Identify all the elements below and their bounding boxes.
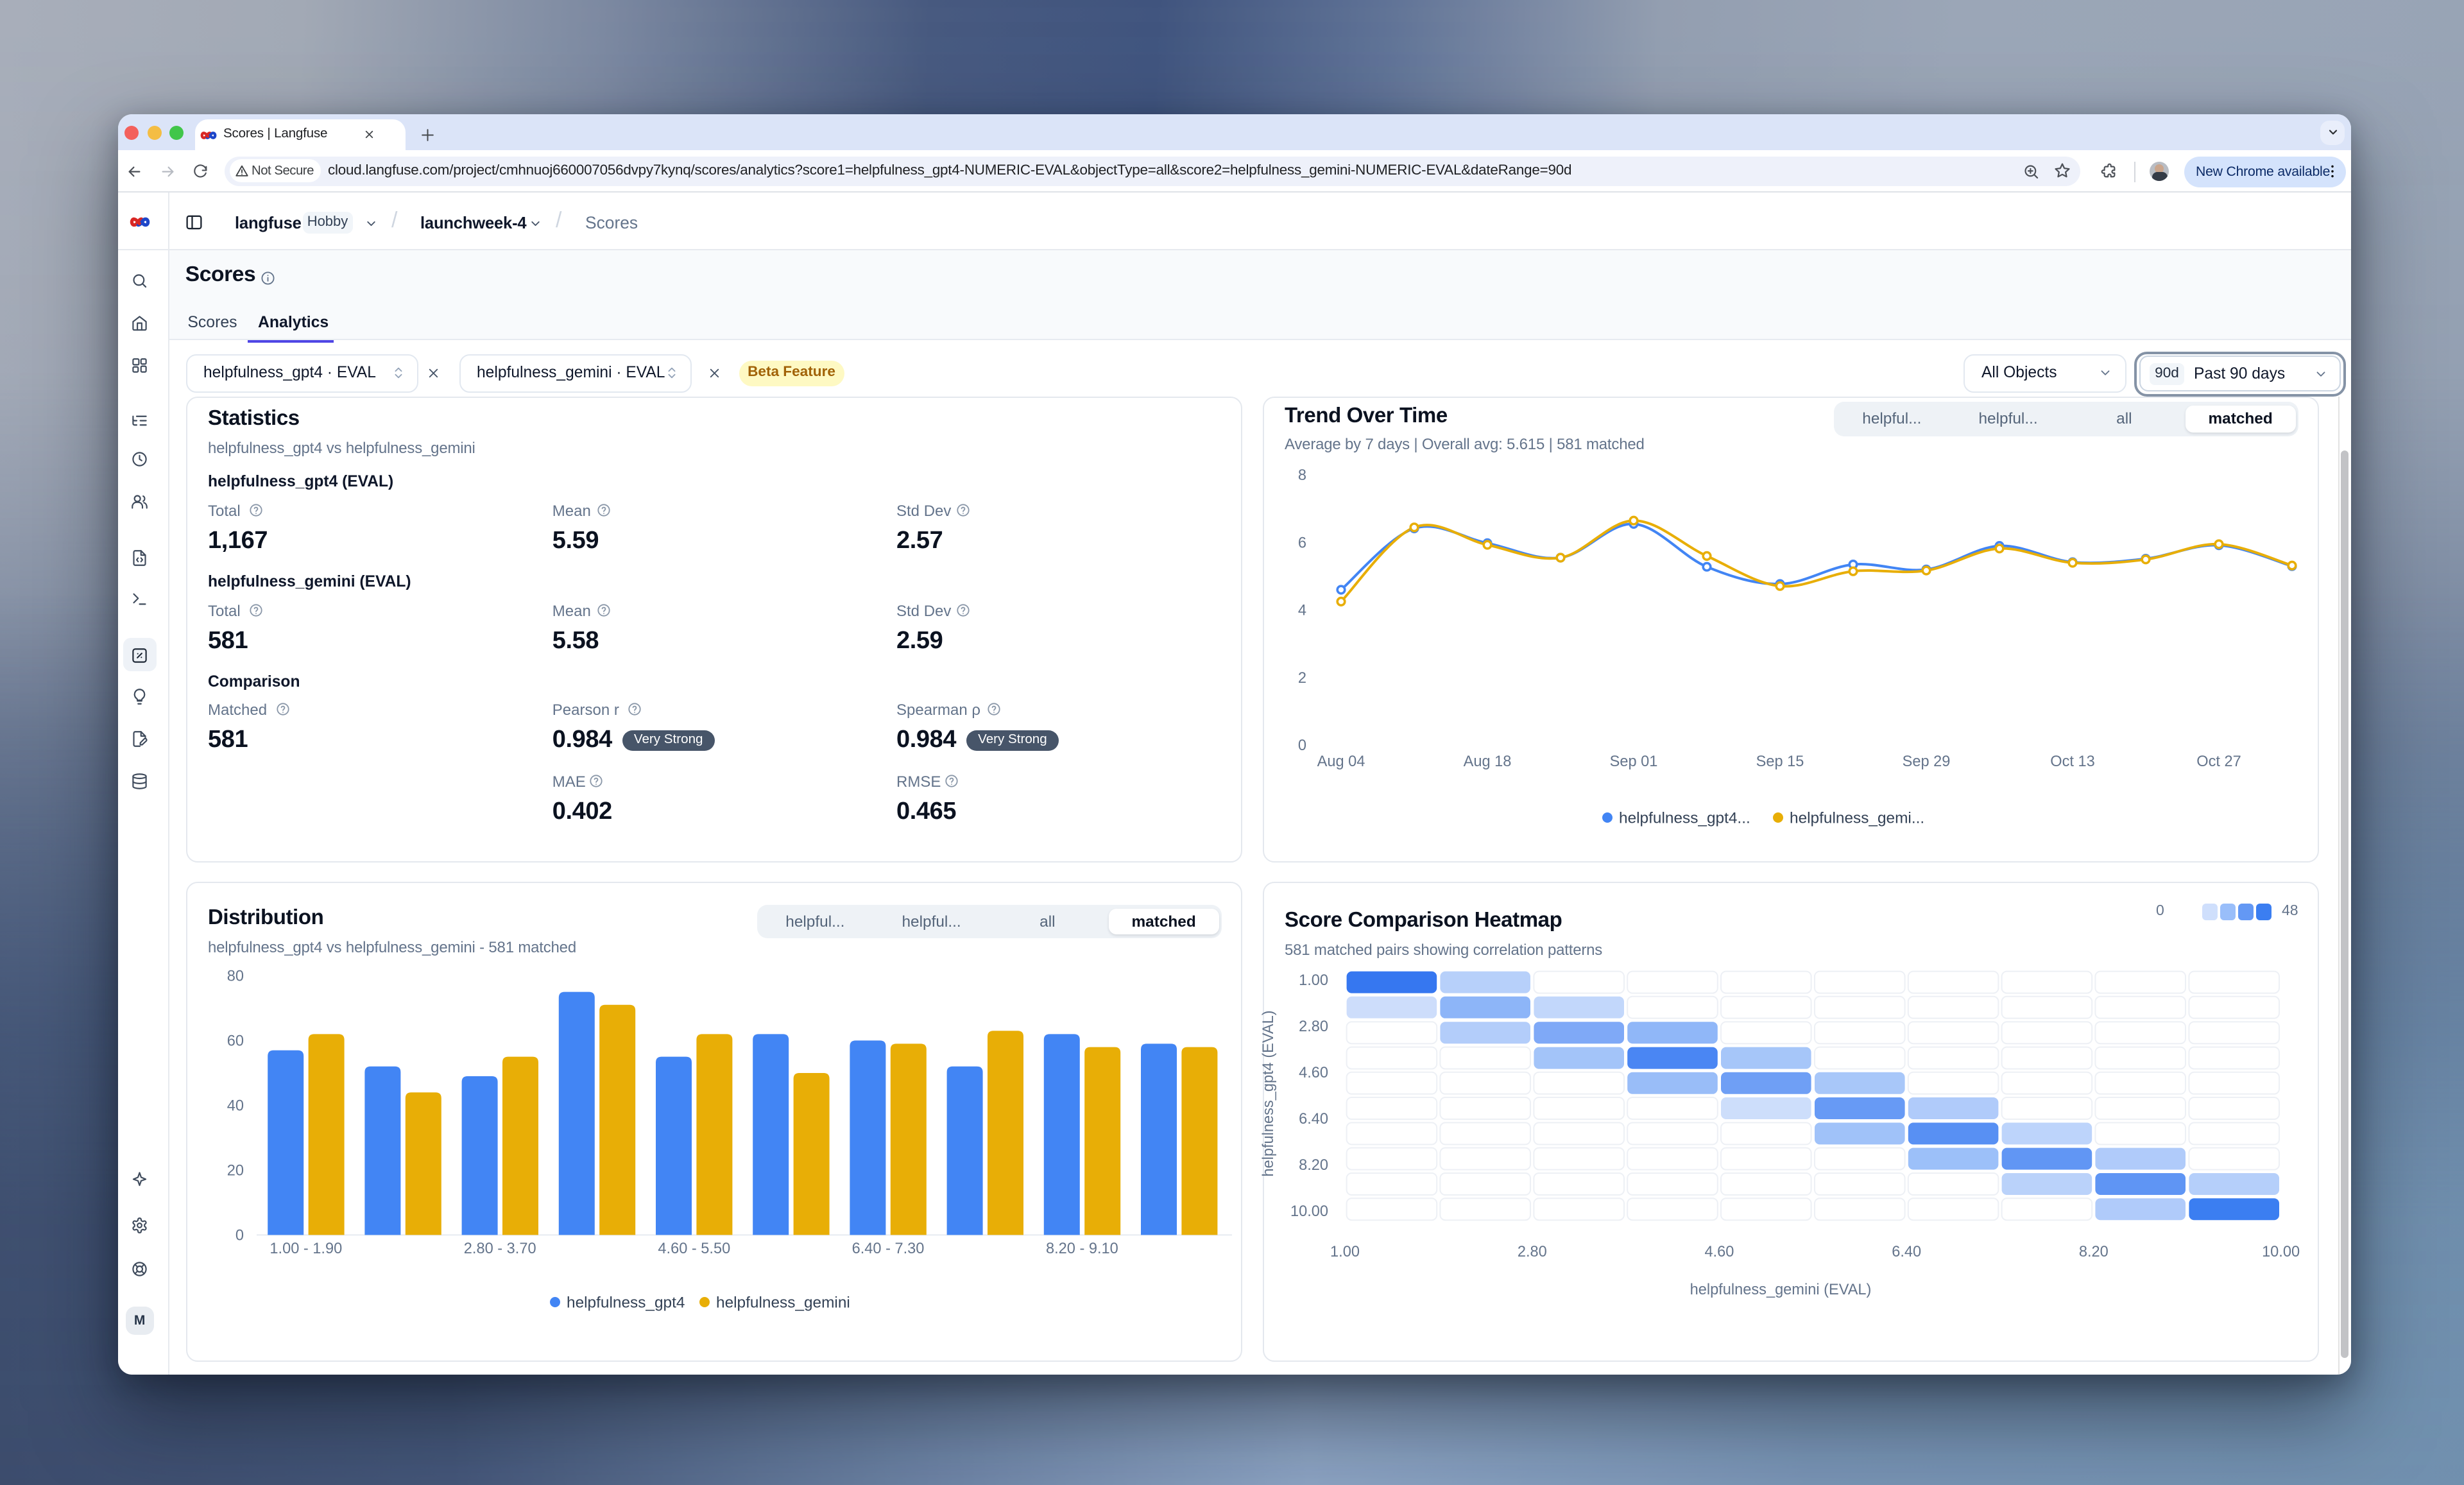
svg-text:4.60: 4.60 xyxy=(1299,1064,1328,1081)
svg-text:helpfulness_gpt4: helpfulness_gpt4 xyxy=(567,1293,685,1310)
svg-text:4: 4 xyxy=(1298,602,1306,619)
svg-text:Oct 27: Oct 27 xyxy=(2196,753,2241,769)
svg-text:helpfulness_gemini: helpfulness_gemini xyxy=(716,1293,850,1310)
svg-text:60: 60 xyxy=(227,1032,244,1049)
svg-text:0: 0 xyxy=(1298,737,1306,753)
svg-text:Sep 01: Sep 01 xyxy=(1610,753,1658,769)
svg-text:helpfulness_gemini (EVAL): helpfulness_gemini (EVAL) xyxy=(1690,1281,1872,1298)
svg-text:2.80 - 3.70: 2.80 - 3.70 xyxy=(464,1240,536,1257)
svg-text:2.80: 2.80 xyxy=(1518,1243,1547,1260)
svg-text:4.60 - 5.50: 4.60 - 5.50 xyxy=(658,1240,730,1257)
svg-text:6.40: 6.40 xyxy=(1299,1110,1328,1127)
svg-text:8.20 - 9.10: 8.20 - 9.10 xyxy=(1046,1240,1118,1257)
svg-text:1.00: 1.00 xyxy=(1299,972,1328,988)
svg-text:10.00: 10.00 xyxy=(1290,1203,1328,1219)
svg-text:1.00 - 1.90: 1.00 - 1.90 xyxy=(270,1240,342,1257)
svg-text:Aug 18: Aug 18 xyxy=(1464,753,1512,769)
svg-text:6.40 - 7.30: 6.40 - 7.30 xyxy=(852,1240,925,1257)
svg-text:8: 8 xyxy=(1298,467,1306,483)
svg-text:2.80: 2.80 xyxy=(1299,1018,1328,1034)
svg-text:Sep 29: Sep 29 xyxy=(1903,753,1951,769)
svg-text:8.20: 8.20 xyxy=(2079,1243,2109,1260)
svg-text:40: 40 xyxy=(227,1097,244,1113)
svg-text:helpfulness_gemi...: helpfulness_gemi... xyxy=(1790,809,1924,826)
svg-text:80: 80 xyxy=(227,967,244,984)
svg-text:Aug 04: Aug 04 xyxy=(1317,753,1365,769)
svg-text:1.00: 1.00 xyxy=(1330,1243,1360,1260)
svg-text:0: 0 xyxy=(235,1226,244,1243)
svg-text:Oct 13: Oct 13 xyxy=(2050,753,2095,769)
svg-text:Sep 15: Sep 15 xyxy=(1756,753,1804,769)
svg-text:2: 2 xyxy=(1298,669,1306,686)
svg-text:20: 20 xyxy=(227,1162,244,1178)
svg-text:6: 6 xyxy=(1298,534,1306,551)
svg-text:10.00: 10.00 xyxy=(2262,1243,2300,1260)
svg-text:helpfulness_gpt4...: helpfulness_gpt4... xyxy=(1619,809,1750,826)
svg-text:8.20: 8.20 xyxy=(1299,1156,1328,1173)
svg-text:6.40: 6.40 xyxy=(1892,1243,1921,1260)
svg-text:4.60: 4.60 xyxy=(1704,1243,1734,1260)
svg-text:helpfulness_gpt4 (EVAL): helpfulness_gpt4 (EVAL) xyxy=(1260,1009,1277,1176)
